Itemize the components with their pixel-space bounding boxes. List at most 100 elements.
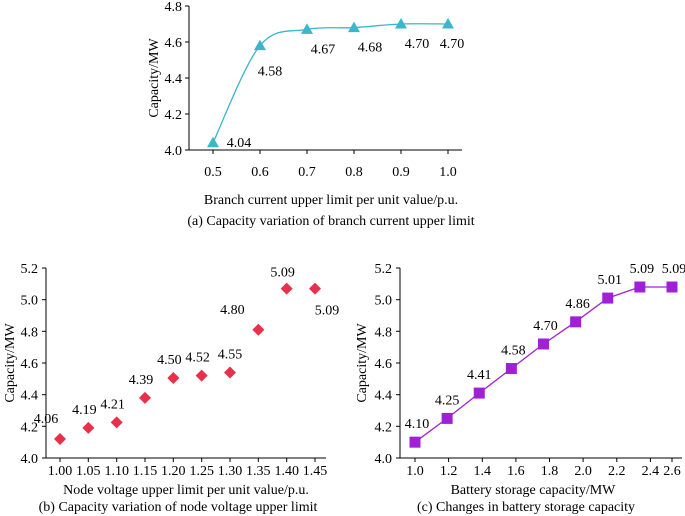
data-point-c-0	[409, 436, 421, 448]
chart-b-plot: 4.06 4.19 4.21 4.394.50 4.52 4.55 4.80 5.09 5.09	[34, 266, 340, 445]
chart-c-plot: 4.10 4.25 4.41 4.58 4.70 4.86 5.01 5.09 5.09	[405, 262, 685, 448]
data-point-a-2	[301, 23, 313, 34]
data-label-b-0: 4.06	[34, 412, 59, 427]
x-tick-label: 1.00	[48, 464, 73, 479]
data-label-a-3: 4.68	[358, 41, 383, 56]
x-tick-label: 2.4	[642, 464, 660, 479]
x-tick-label: 2.0	[574, 464, 592, 479]
data-label-b-7: 4.80	[220, 303, 245, 318]
x-tick-label: 2.6	[663, 464, 681, 479]
chart-c: 4.0 4.2 4.4 4.6 4.8 5.0 5.2 1.0 1.2 1.4 …	[355, 262, 685, 515]
x-tick-label: 1.6	[507, 464, 525, 479]
data-point-b-4	[167, 372, 180, 385]
y-tick-label: 4.6	[21, 357, 39, 372]
data-label-c-3: 4.58	[501, 344, 526, 359]
y-tick-label: 4.0	[165, 144, 183, 159]
data-point-c-1	[441, 412, 453, 424]
data-point-a-4	[395, 18, 407, 29]
data-point-b-5	[195, 369, 208, 382]
series-line-c	[414, 286, 672, 443]
y-tick-label: 4.2	[375, 420, 393, 435]
chart-c-axes	[399, 268, 682, 459]
y-tick-label: 5.0	[21, 294, 39, 309]
y-tick-label: 4.6	[165, 36, 183, 51]
data-label-b-4: 4.50	[157, 353, 182, 368]
data-point-c-4	[538, 338, 549, 350]
data-label-a-0: 4.04	[227, 136, 252, 151]
x-tick-label: 1.45	[303, 464, 328, 479]
chart-c-xlabel: Battery storage capacity/MW	[451, 483, 617, 498]
y-tick-label: 5.0	[375, 294, 393, 309]
data-label-c-6: 5.01	[598, 273, 623, 288]
x-tick-label: 1.10	[104, 464, 129, 479]
chart-b: 4.0 4.2 4.4 4.6 4.8 5.0 5.2 1.00 1.05 1.…	[3, 262, 339, 515]
x-tick-label: 1.2	[440, 464, 458, 479]
chart-a-ylabel: Capacity/MW	[147, 38, 162, 118]
y-tick-label: 4.6	[375, 357, 393, 372]
data-label-a-4: 4.70	[405, 37, 430, 52]
y-tick-label: 4.8	[375, 325, 393, 340]
data-point-a-1	[254, 39, 266, 51]
chart-c-caption: (c) Changes in battery storage capacity	[417, 500, 635, 515]
chart-b-ylabel: Capacity/MW	[3, 323, 18, 403]
data-point-b-8	[280, 282, 293, 295]
chart-a: 4.0 4.2 4.4 4.6 4.8 0.5 0.6 0.7 0.8 0.9 …	[147, 0, 475, 229]
x-tick-label: 1.25	[189, 464, 214, 479]
x-tick-label: 1.20	[161, 464, 186, 479]
chart-b-yticks: 4.0 4.2 4.4 4.6 4.8 5.0 5.2	[21, 262, 46, 467]
data-point-c-3	[505, 363, 517, 375]
chart-a-xlabel: Branch current upper limit per unit valu…	[204, 193, 458, 208]
data-label-b-9: 5.09	[315, 304, 340, 319]
data-label-b-1: 4.19	[72, 403, 97, 418]
x-tick-label: 1.05	[76, 464, 101, 479]
data-point-c-6	[602, 292, 614, 304]
data-label-c-1: 4.25	[435, 393, 460, 408]
x-tick-label: 1.40	[274, 464, 299, 479]
chart-a-yticks: 4.0 4.2 4.4 4.6 4.8	[165, 0, 189, 159]
data-label-a-5: 4.70	[440, 37, 465, 52]
y-tick-label: 4.4	[165, 72, 183, 87]
data-label-b-3: 4.39	[129, 373, 154, 388]
y-tick-label: 4.2	[21, 420, 39, 435]
data-point-a-3	[348, 21, 360, 33]
x-tick-label: 0.6	[251, 165, 269, 180]
x-tick-label: 0.5	[204, 165, 222, 180]
data-label-c-4: 4.70	[533, 319, 558, 334]
data-label-a-1: 4.58	[258, 65, 283, 80]
chart-c-yticks: 4.0 4.2 4.4 4.6 4.8 5.0 5.2	[375, 262, 400, 467]
y-tick-label: 4.4	[375, 389, 393, 404]
data-label-a-2: 4.67	[311, 42, 336, 57]
data-label-c-2: 4.41	[467, 368, 492, 383]
data-label-b-5: 4.52	[185, 351, 210, 366]
y-tick-label: 4.8	[21, 325, 39, 340]
x-tick-label: 1.35	[246, 464, 271, 479]
data-point-b-6	[224, 366, 236, 379]
chart-b-caption: (b) Capacity variation of node voltage u…	[39, 500, 318, 515]
data-point-a-5	[442, 18, 454, 29]
data-point-b-0	[54, 433, 66, 445]
data-label-c-0: 4.10	[405, 417, 430, 432]
x-tick-label: 1.15	[133, 464, 158, 479]
data-point-b-3	[139, 391, 151, 404]
chart-b-xticks: 1.00 1.05 1.10 1.15 1.20 1.25 1.30 1.35 …	[48, 458, 328, 479]
data-label-c-5: 4.86	[565, 297, 590, 312]
y-tick-label: 4.2	[165, 108, 183, 123]
data-point-b-9	[309, 282, 321, 295]
data-point-b-1	[82, 421, 95, 434]
chart-b-xlabel: Node voltage upper limit per unit value/…	[63, 483, 309, 498]
y-tick-label: 5.2	[21, 262, 39, 277]
chart-a-xticks: 0.5 0.6 0.7 0.8 0.9 1.0	[204, 150, 457, 180]
data-point-b-2	[110, 416, 123, 429]
y-tick-label: 5.2	[375, 262, 393, 277]
data-label-c-8: 5.09	[662, 262, 685, 277]
data-point-b-7	[252, 323, 265, 336]
x-tick-label: 1.30	[218, 464, 243, 479]
data-point-c-5	[570, 316, 582, 328]
x-tick-label: 0.9	[392, 165, 410, 180]
y-tick-label: 4.0	[21, 452, 39, 467]
x-tick-label: 0.8	[345, 165, 363, 180]
chart-a-caption: (a) Capacity variation of branch current…	[187, 214, 474, 229]
data-label-b-2: 4.21	[100, 397, 125, 412]
x-tick-label: 1.8	[541, 464, 559, 479]
x-tick-label: 2.2	[608, 464, 626, 479]
